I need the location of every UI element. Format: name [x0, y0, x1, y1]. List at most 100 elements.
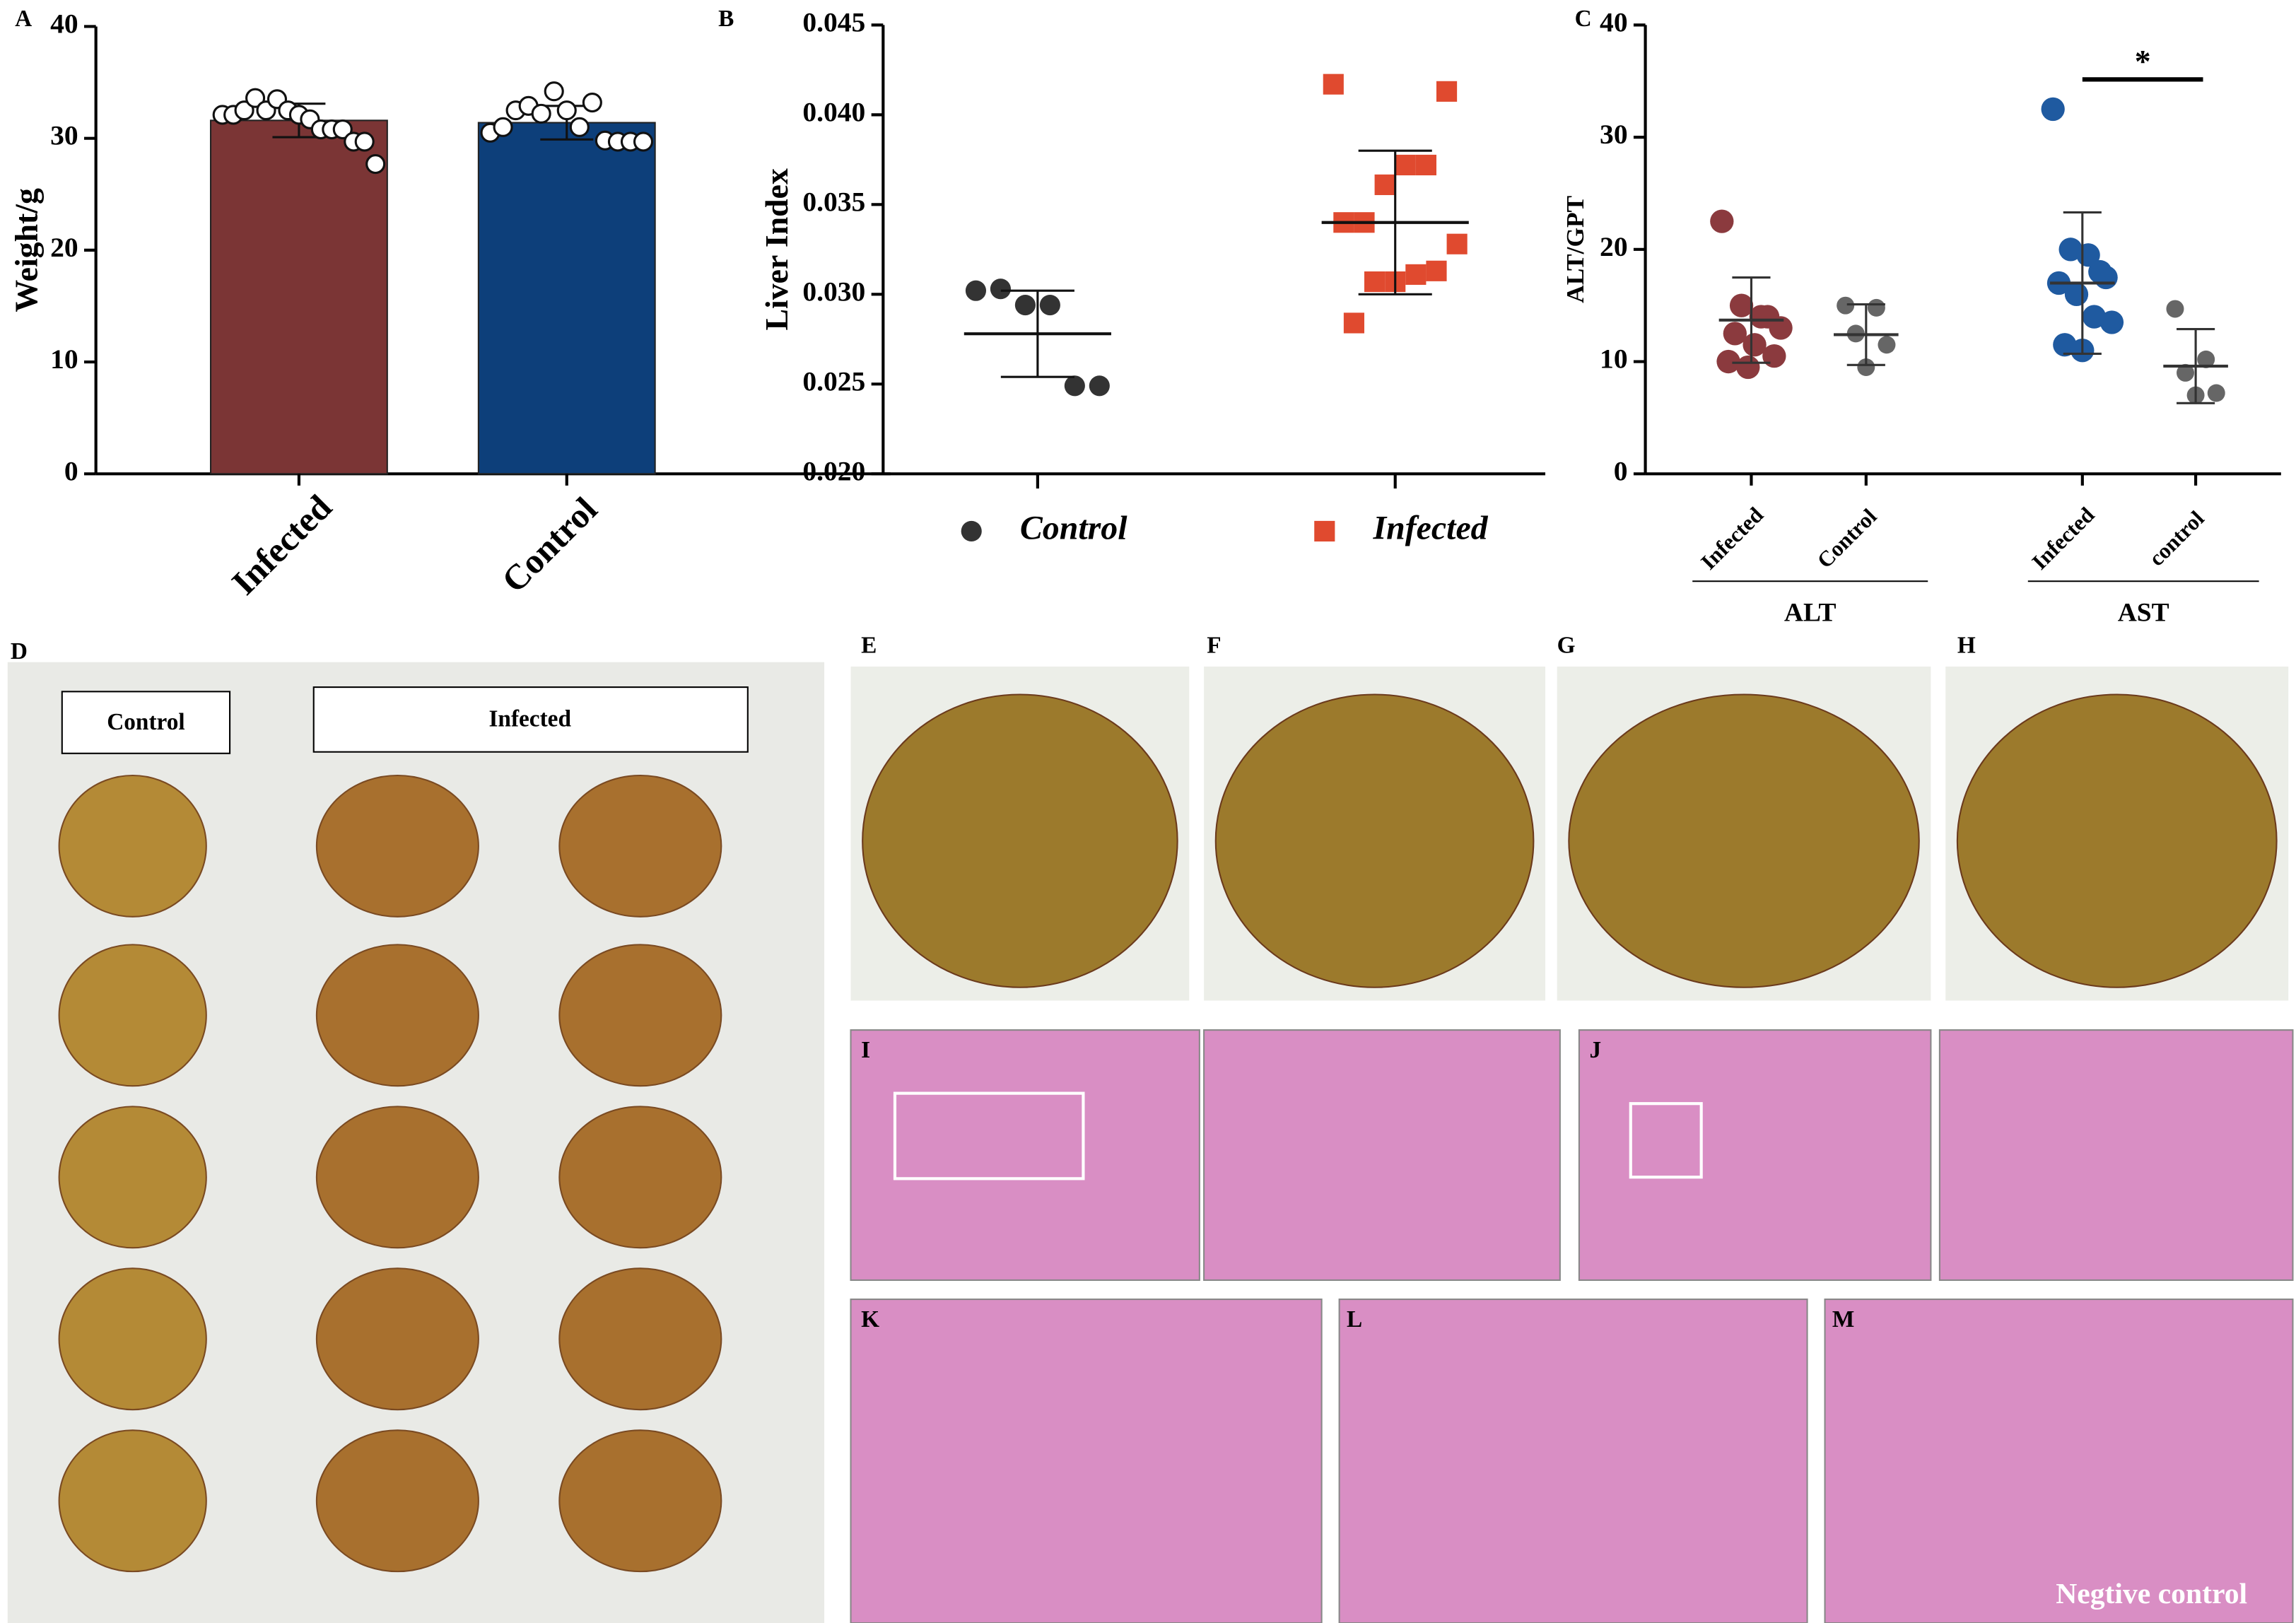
panel-label: A [15, 6, 32, 32]
histology [850, 1029, 1200, 1282]
data-point [1426, 260, 1447, 281]
x-tick-label: Control [494, 489, 605, 600]
y-tick-label: 30 [1600, 119, 1628, 150]
panel-label: D [11, 638, 28, 664]
data-point [633, 131, 654, 152]
liver [315, 1267, 479, 1411]
histology [850, 1299, 1323, 1623]
legend-label: Control [1020, 509, 1128, 546]
y-tick-label: 10 [50, 344, 78, 375]
y-tick-label: 0 [1614, 455, 1628, 486]
y-tick-label: 0.025 [802, 365, 865, 397]
panel-label: F [1207, 633, 1221, 659]
panel-label: E [861, 633, 877, 659]
data-point [1837, 296, 1855, 315]
data-point [2207, 384, 2225, 402]
panel-label: G [1557, 633, 1576, 659]
liver [315, 1106, 479, 1249]
histology [1938, 1029, 2294, 1282]
liver [58, 774, 207, 918]
zoom-box [893, 1091, 1085, 1180]
histology [1824, 1299, 2294, 1623]
group-label: AST [2118, 599, 2169, 628]
data-point [1064, 375, 1085, 397]
liver [315, 1429, 479, 1573]
data-point [1710, 209, 1734, 233]
photo-label: Control [107, 709, 184, 735]
data-point [245, 88, 266, 108]
panel-label: M [1832, 1306, 1854, 1332]
liver [558, 1429, 722, 1573]
legend-marker [961, 520, 982, 542]
liver [58, 1267, 207, 1411]
x-tick-label: Infected [224, 487, 339, 602]
liver [558, 1267, 722, 1411]
legend-marker [1314, 520, 1335, 542]
liver [58, 1429, 207, 1573]
y-tick-label: 20 [50, 232, 78, 263]
x-tick-label: Control [1812, 503, 1882, 573]
y-tick-label: 40 [50, 8, 78, 40]
data-point [2041, 97, 2065, 122]
data-point [1039, 294, 1060, 316]
liver [58, 944, 207, 1087]
y-axis-label: Liver Index [758, 168, 795, 330]
data-point [1323, 74, 1344, 95]
data-point [1723, 322, 1747, 346]
data-point [234, 100, 254, 121]
data-point [2197, 350, 2215, 368]
data-point [2099, 310, 2124, 334]
data-point [556, 100, 577, 121]
data-point [2166, 300, 2184, 318]
data-point [1374, 174, 1395, 195]
y-tick-label: 0.045 [802, 6, 865, 37]
data-point [1736, 355, 1760, 380]
data-point [354, 131, 375, 152]
liver [58, 1106, 207, 1249]
y-axis-label: ALT/GPT [1561, 195, 1589, 303]
y-tick-label: 40 [1600, 6, 1628, 37]
x-tick-label: Infected [2027, 502, 2099, 574]
bar [477, 122, 656, 475]
label-box [312, 686, 749, 753]
panel-label: I [861, 1037, 870, 1063]
photo-caption: Negtive control [2056, 1578, 2247, 1610]
data-point [1415, 154, 1436, 176]
x-tick-label: control [2144, 505, 2209, 570]
y-tick-label: 10 [1600, 344, 1628, 375]
y-tick-label: 0.035 [802, 186, 865, 217]
data-point [1014, 294, 1036, 316]
data-point [582, 92, 602, 113]
y-axis-label: Weight/g [8, 188, 45, 312]
data-point [531, 103, 551, 124]
data-point [1878, 336, 1896, 354]
panel-label: B [718, 6, 734, 32]
data-point [1364, 271, 1386, 293]
data-point [1446, 233, 1468, 254]
data-point [2064, 282, 2089, 306]
y-tick-label: 0.020 [802, 455, 865, 486]
data-point [1716, 349, 1740, 374]
data-point [2088, 259, 2112, 284]
data-point [1729, 293, 1754, 317]
data-point [365, 154, 386, 175]
histology [1203, 1029, 1561, 1282]
bar [209, 119, 388, 475]
data-point [569, 117, 590, 137]
data-point [544, 81, 564, 102]
data-point [2082, 305, 2107, 329]
histology [1578, 1029, 1932, 1282]
zoom-box [1629, 1102, 1703, 1179]
data-point [1742, 333, 1767, 357]
data-point [2053, 333, 2077, 357]
liver [1568, 693, 1920, 988]
liver [315, 944, 479, 1087]
y-tick-label: 30 [50, 120, 78, 151]
panel-label: H [1957, 633, 1976, 659]
data-point [493, 117, 513, 137]
legend-label: Infected [1372, 509, 1488, 546]
annotation: * [2135, 43, 2151, 79]
panel-label: C [1575, 6, 1592, 32]
